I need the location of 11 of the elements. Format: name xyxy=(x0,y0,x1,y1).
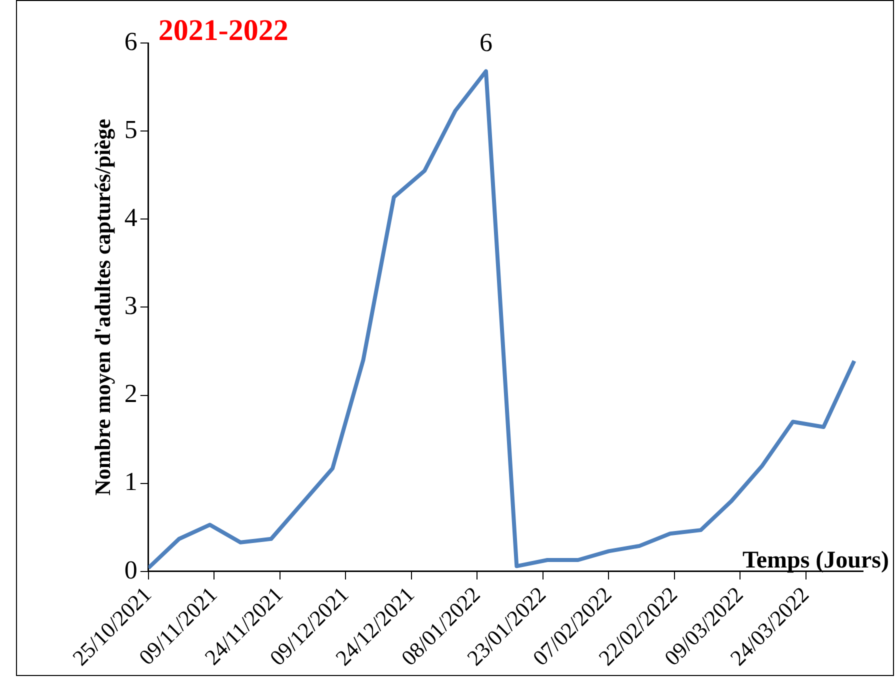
y-tick-label: 3 xyxy=(124,291,138,320)
y-tick-label: 6 xyxy=(124,26,138,56)
y-tick-label: 2 xyxy=(124,379,138,408)
annotation: 6 xyxy=(479,28,492,58)
y-tick-label: 4 xyxy=(124,202,138,232)
y-tick-label: 1 xyxy=(124,467,138,496)
chart-title: 2021-2022 xyxy=(158,14,288,47)
x-axis-title: Temps (Jours) xyxy=(742,548,889,574)
y-axis-title: Nombre moyen d'adultes capturés/piège xyxy=(90,118,115,496)
y-tick-label: 5 xyxy=(124,114,138,144)
y-tick-label: 0 xyxy=(124,555,138,584)
